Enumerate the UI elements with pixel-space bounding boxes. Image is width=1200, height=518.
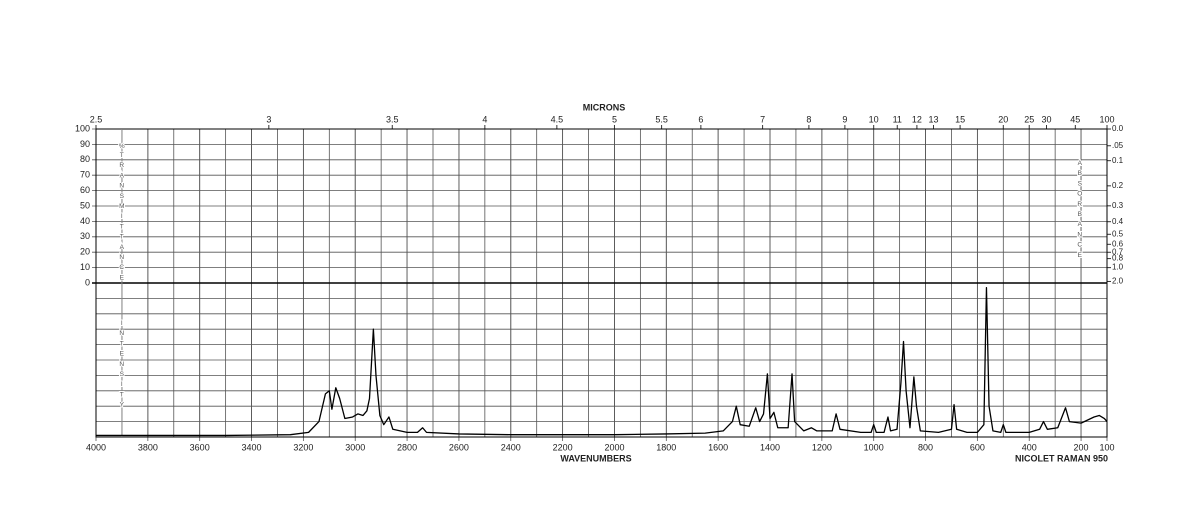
x-axis-title: WAVENUMBERS	[560, 453, 631, 463]
x-tick-label: 2200	[553, 442, 573, 452]
x2-tick-label: 10	[869, 114, 879, 124]
y-tick-label: 90	[80, 139, 90, 149]
y-tick-label: 50	[80, 200, 90, 210]
y2-tick-label: 0.6	[1112, 239, 1124, 248]
x-tick-label: 600	[970, 442, 985, 452]
x-tick-label: 1400	[760, 442, 780, 452]
x2-tick-label: 3.5	[386, 114, 399, 124]
x-tick-label: 1600	[708, 442, 728, 452]
instrument-label: NICOLET RAMAN 950	[1015, 453, 1108, 463]
y2-tick-label: 0.4	[1112, 217, 1124, 226]
y-tick-label: 20	[80, 247, 90, 257]
y2-tick-label: 1.0	[1112, 263, 1124, 272]
y-tick-label: 40	[80, 216, 90, 226]
y2-tick-label: 0.7	[1112, 247, 1124, 256]
x2-tick-label: 30	[1042, 114, 1052, 124]
x-tick-label: 3000	[345, 442, 365, 452]
y2-tick-label: 0.8	[1112, 254, 1124, 263]
x-tick-label: 1200	[812, 442, 832, 452]
x-tick-label: 2800	[397, 442, 417, 452]
x2-tick-label: 2.5	[90, 114, 103, 124]
x-tick-label: 400	[1022, 442, 1037, 452]
x2-tick-label: 11	[893, 114, 902, 124]
x2-tick-label: 15	[955, 114, 965, 124]
y-tick-label: 30	[80, 231, 90, 241]
y2-tick-label: .05	[1112, 141, 1124, 150]
y2-tick-label: 0.0	[1112, 124, 1124, 133]
y2-tick-label: 0.3	[1112, 201, 1124, 210]
x2-tick-label: 12	[912, 114, 922, 124]
x-tick-label: 800	[918, 442, 933, 452]
x-tick-label: 1000	[864, 442, 884, 452]
x-tick-label: 4000	[86, 442, 106, 452]
y-tick-label: 60	[80, 185, 90, 195]
y-tick-label: 0	[85, 277, 90, 287]
x2-tick-label: 9	[842, 114, 847, 124]
x2-tick-label: 25	[1024, 114, 1034, 124]
y-tick-label: 100	[75, 123, 90, 133]
y-unit-label: %	[118, 143, 125, 153]
x-tick-label: 2600	[449, 442, 469, 452]
x2-tick-label: 45	[1070, 114, 1080, 124]
x-tick-label: 100	[1099, 442, 1114, 452]
x-tick-label: 200	[1074, 442, 1089, 452]
y2-tick-label: 2.0	[1112, 277, 1124, 286]
x-tick-label: 2000	[604, 442, 624, 452]
x2-tick-label: 6	[698, 114, 703, 124]
y2-axis-title: ABSORBANCE	[1076, 160, 1083, 262]
x2-tick-label: 8	[806, 114, 811, 124]
x2-tick-label: 4.5	[551, 114, 564, 124]
spectrum-line	[96, 286, 1108, 437]
y-tick-label: 70	[80, 170, 90, 180]
x-tick-label: 1800	[656, 442, 676, 452]
x2-tick-label: 5.5	[655, 114, 668, 124]
x-tick-label: 3600	[190, 442, 210, 452]
x2-tick-label: 4	[482, 114, 487, 124]
y2-tick-label: 0.5	[1112, 229, 1124, 238]
x-tick-label: 3200	[293, 442, 313, 452]
y-axis-title: TRANSMITTANCE	[118, 152, 125, 285]
x2-tick-label: 100	[1099, 114, 1114, 124]
y-tick-label: 10	[80, 262, 90, 272]
y2-tick-label: 0.1	[1112, 156, 1124, 165]
x2-tick-label: 7	[760, 114, 765, 124]
y2-tick-label: 0.2	[1112, 181, 1124, 190]
x2-tick-label: 13	[929, 114, 939, 124]
x2-tick-label: 20	[998, 114, 1008, 124]
x-tick-label: 3800	[138, 442, 158, 452]
x-tick-label: 3400	[242, 442, 262, 452]
x-tick-label: 2400	[501, 442, 521, 452]
x2-axis-title: MICRONS	[583, 102, 626, 112]
x2-tick-label: 3	[266, 114, 271, 124]
y-tick-label: 80	[80, 154, 90, 164]
intensity-axis-title: INTENSITY	[118, 320, 125, 412]
x2-tick-label: 5	[612, 114, 617, 124]
